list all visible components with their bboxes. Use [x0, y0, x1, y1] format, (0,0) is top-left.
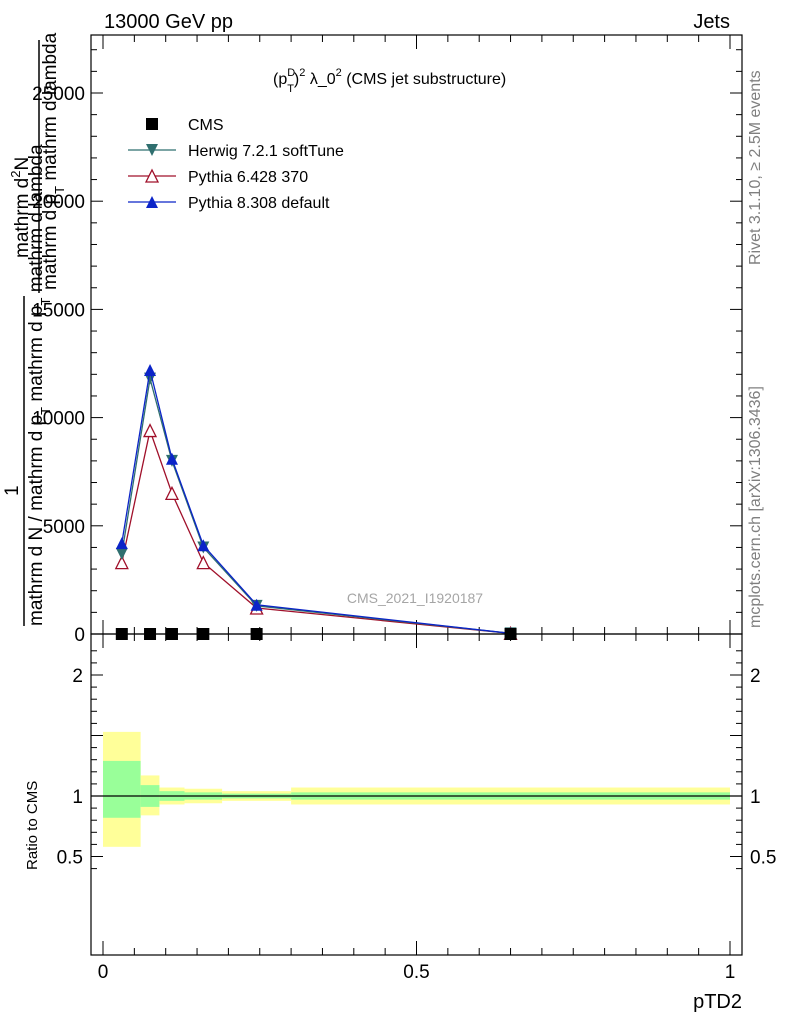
- title-sup-2a: 2: [299, 67, 305, 79]
- title-lambda: λ_0: [305, 71, 335, 88]
- legend-marker-1: [146, 144, 158, 156]
- ratio-y-tick-label: 1: [72, 787, 83, 808]
- main-y-tick-label: 20000: [32, 192, 85, 213]
- header-energy: 13000 GeV pp: [104, 11, 233, 33]
- main-y-axis-label: mathrm d2N mathrm d pT mathrm d lambda 1…: [2, 32, 67, 626]
- ylabel-num1: mathrm d2N: [8, 157, 33, 258]
- title-sup-d: D: [287, 67, 295, 79]
- plot-title: (pD T)2 λ_02 (CMS jet substructure): [273, 67, 506, 95]
- title-sub-t: T: [287, 83, 294, 95]
- main-y-tick-label: 15000: [32, 300, 85, 321]
- title-close: ): [294, 71, 299, 88]
- data-point-3-1: [144, 363, 157, 376]
- ratio-y-tick-label-right: 1: [750, 787, 761, 808]
- header-process: Jets: [693, 11, 730, 33]
- series-line-1: [121, 378, 511, 634]
- main-y-tick-label: 0: [74, 625, 85, 646]
- ylabel-num2: 1: [2, 485, 23, 496]
- legend-label-1: Herwig 7.2.1 softTune: [188, 143, 344, 160]
- data-point-3-4: [250, 598, 263, 611]
- data-point-2-2: [164, 485, 180, 500]
- rivet-version-label: Rivet 3.1.10, ≥ 2.5M events: [747, 70, 764, 265]
- ratio-inner-band-0: [103, 760, 141, 818]
- ratio-x-tick-label: 0.5: [403, 962, 429, 983]
- data-point-3-3: [197, 539, 210, 552]
- legend-marker-3: [146, 196, 158, 208]
- title-sup-2b: 2: [336, 67, 342, 79]
- ratio-plot-panel: 0 0.5 1 0.5 0.5 1 1 2 2: [57, 633, 776, 983]
- legend-label-2: Pythia 6.428 370: [188, 169, 308, 186]
- series-line-3: [121, 369, 511, 634]
- x-axis-label: pTD2: [693, 991, 742, 1013]
- legend-marker-2: [144, 168, 160, 183]
- main-plot-panel: 0 5000 10000 15000 20000 25000 CMS Herwig 7.2.1…: [32, 34, 743, 646]
- main-y-tick-label: 10000: [32, 409, 85, 430]
- main-y-tick-label: 5000: [43, 517, 85, 538]
- data-point-2-1: [142, 423, 158, 438]
- title-part-p: (p: [273, 71, 287, 88]
- mcplots-label: mcplots.cern.ch [arXiv:1306.3436]: [747, 386, 764, 628]
- ratio-x-tick-label: 0: [98, 962, 109, 983]
- data-point-3-0: [115, 537, 128, 550]
- ratio-y-tick-label: 0.5: [57, 848, 83, 869]
- ratio-y-tick-label-right: 2: [750, 666, 761, 687]
- ylabel-den1: mathrm d pT mathrm d lambda: [40, 32, 67, 290]
- ylabel-den2: mathrm d N / mathrm d pT mathrm d pT mat…: [26, 144, 53, 626]
- legend-label-3: Pythia 8.308 default: [188, 195, 330, 212]
- main-y-tick-label: 25000: [32, 84, 85, 105]
- title-rest: (CMS jet substructure): [342, 71, 506, 88]
- analysis-watermark: CMS_2021_I1920187: [347, 590, 483, 606]
- ratio-y-tick-label: 2: [72, 666, 83, 687]
- legend-marker-0: [146, 118, 158, 130]
- ratio-y-tick-label-right: 0.5: [750, 848, 776, 869]
- ratio-y-axis-label: Ratio to CMS: [24, 781, 41, 870]
- data-point-3-2: [165, 452, 178, 465]
- ratio-x-tick-label: 1: [725, 962, 736, 983]
- series-line-2: [121, 428, 511, 634]
- data-point-2-3: [196, 555, 211, 570]
- data-point-2-0: [114, 555, 129, 570]
- legend-label-0: CMS: [188, 117, 224, 134]
- data-point-1-0: [115, 547, 128, 560]
